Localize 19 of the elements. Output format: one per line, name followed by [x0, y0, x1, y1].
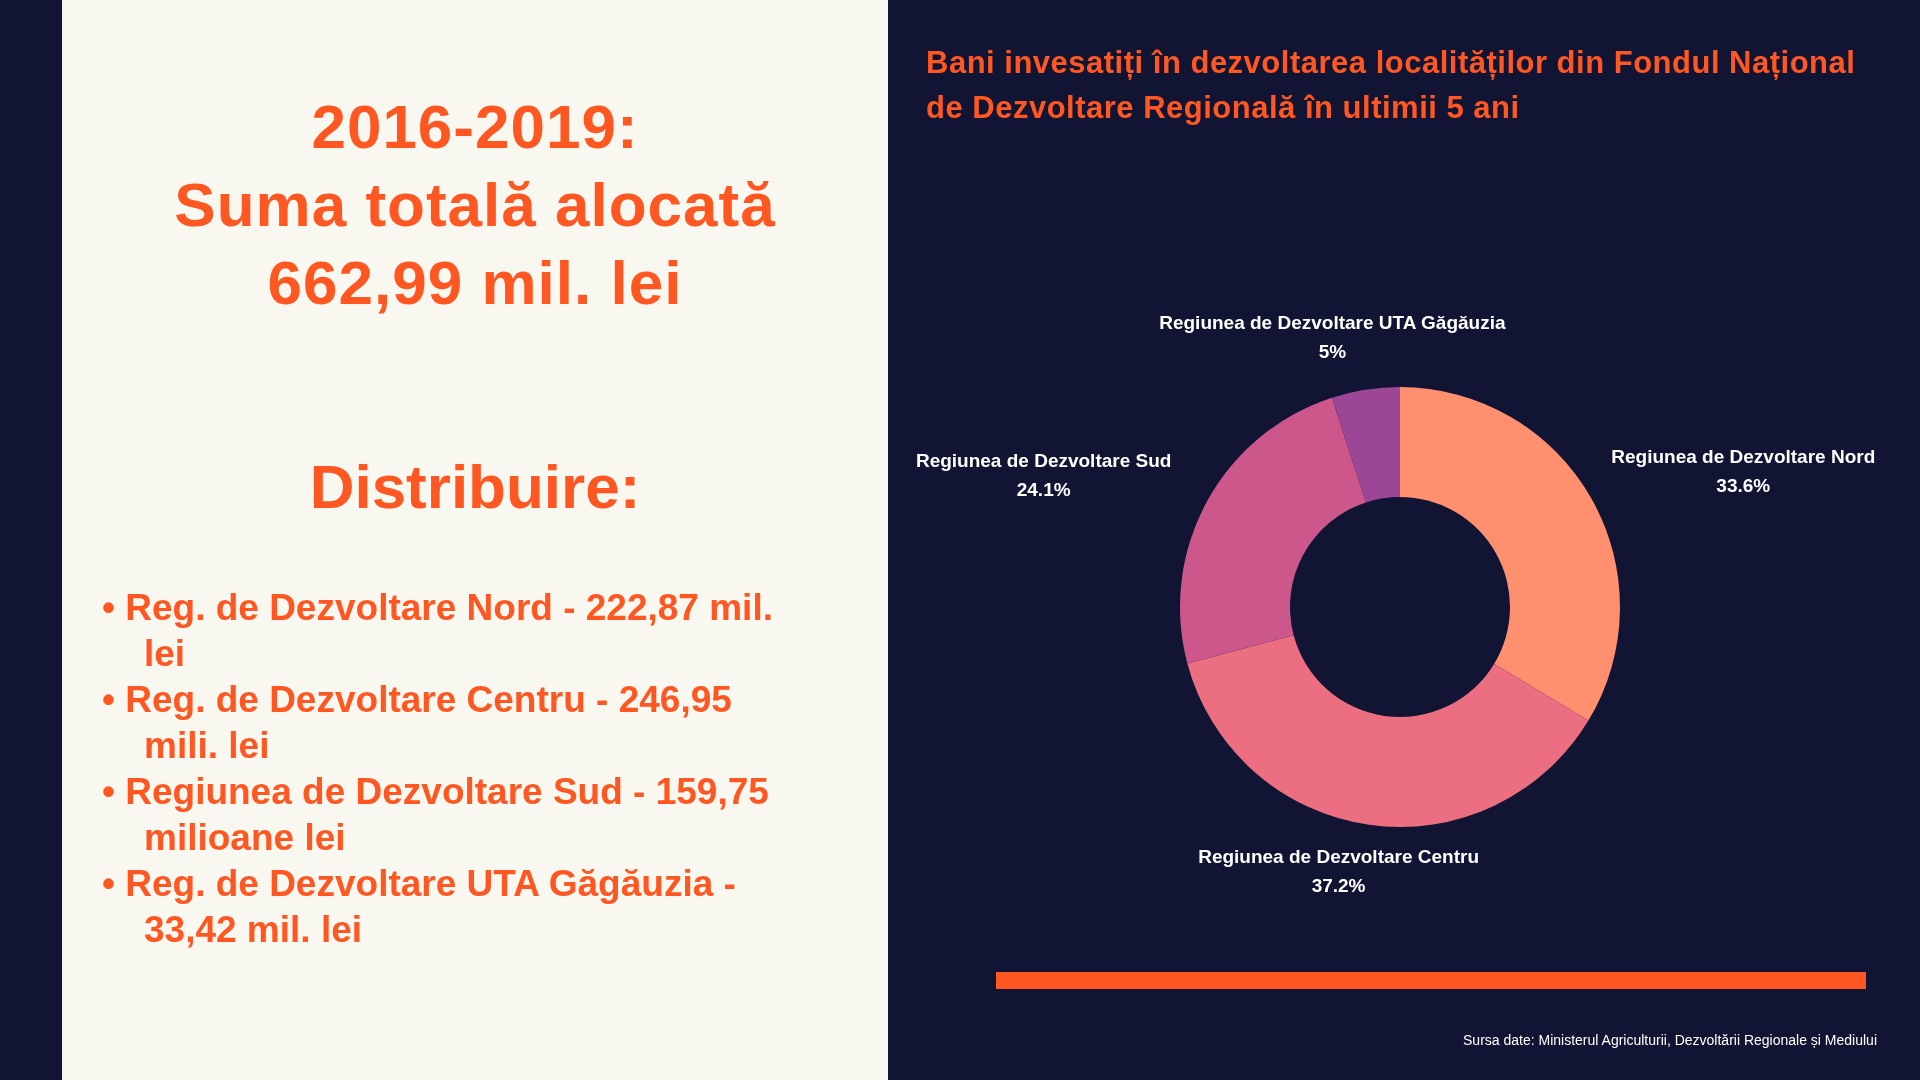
text: Sursa date: Ministerul Agriculturii, Dezvoltării Regionale și Mediului [1463, 1032, 1877, 1048]
data-label: 33.6% [1716, 475, 1771, 497]
text: • Reg. de Dezvoltare Nord - 222,87 mil. lei [102, 586, 774, 676]
text: Distribuire: [308, 451, 642, 523]
data-label: 37.2% [1311, 875, 1366, 897]
chart-title: Bani invesatiți în dezvoltarea localităților din Fondul Național de Dezvoltare Regională în ultimii 5 ani [926, 44, 1857, 127]
data-label: 5% [1318, 341, 1347, 363]
data-label: 24.1% [1016, 478, 1071, 500]
donut-slice [1180, 397, 1366, 664]
donut-slice [1187, 635, 1589, 827]
slice-label: Regiunea de Dezvoltare Nord [1611, 446, 1876, 468]
text: • Reg. de Dezvoltare Centru - 246,95 mili. lei [102, 678, 733, 768]
text: • Regiunea de Dezvoltare Sud - 159,75 milioane lei [102, 770, 770, 860]
text: 2016-2019: Suma totală alocată 662,99 mil. lei [173, 91, 777, 319]
donut-slice [1331, 387, 1400, 503]
slice-label: Regiunea de Dezvoltare UTA Găgăuzia [1159, 312, 1506, 334]
text: • Reg. de Dezvoltare UTA Găgăuzia - 33,42 mil. lei [102, 862, 737, 952]
slice-label: Regiunea de Dezvoltare Sud [915, 449, 1172, 471]
slice-label: Regiunea de Dezvoltare Centru [1198, 846, 1480, 868]
